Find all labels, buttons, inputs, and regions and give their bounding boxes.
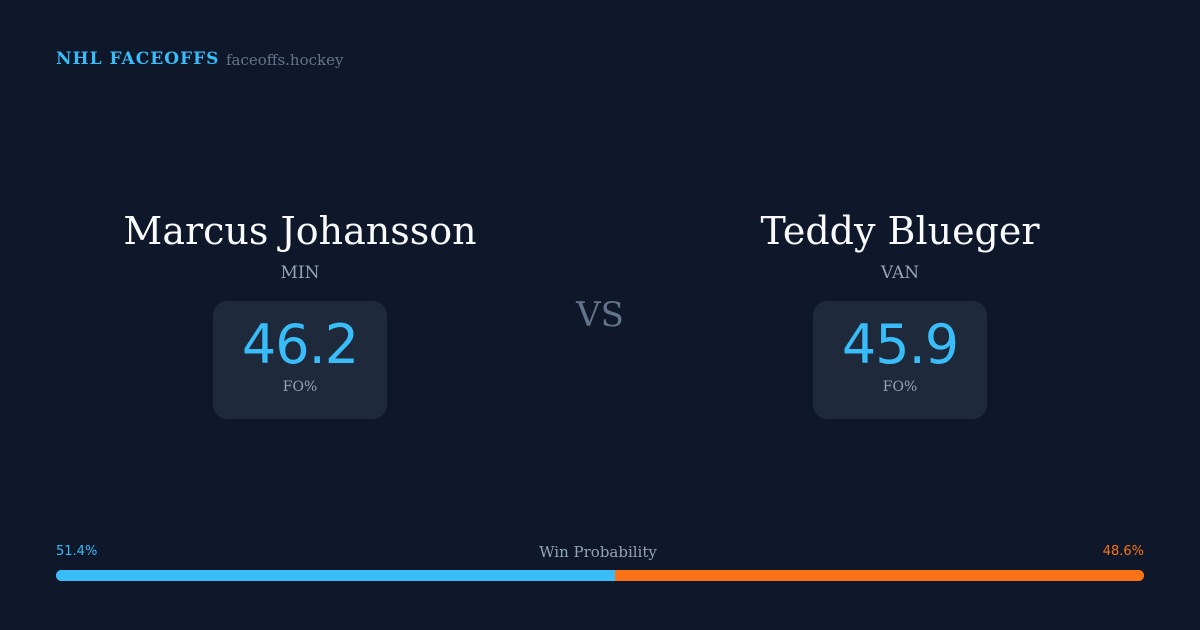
win-prob-bar-left xyxy=(56,570,616,581)
win-prob-bar-right xyxy=(615,570,1144,581)
fo-pct-label: FO% xyxy=(282,379,318,395)
fo-stat-card: 46.2 FO% xyxy=(213,301,387,419)
vs-label: VS xyxy=(576,295,624,335)
brand-title: NHL FACEOFFS xyxy=(56,49,220,69)
player-team: MIN xyxy=(280,263,320,283)
player-team: VAN xyxy=(880,263,920,283)
fo-stat-card: 45.9 FO% xyxy=(813,301,987,419)
site-url: faceoffs.hockey xyxy=(226,51,344,69)
win-prob-left: 51.4% xyxy=(56,544,98,559)
win-prob-title: Win Probability xyxy=(539,543,657,561)
fo-pct-label: FO% xyxy=(882,379,918,395)
player-name: Marcus Johansson xyxy=(123,209,477,253)
player-left: Marcus Johansson MIN 46.2 FO% xyxy=(90,205,510,419)
win-prob-bar xyxy=(56,570,1144,581)
win-prob-right: 48.6% xyxy=(1102,544,1144,559)
player-name: Teddy Blueger xyxy=(760,209,1040,253)
fo-pct-value: 46.2 xyxy=(241,313,359,376)
player-right: Teddy Blueger VAN 45.9 FO% xyxy=(690,205,1110,419)
fo-pct-value: 45.9 xyxy=(841,313,959,376)
